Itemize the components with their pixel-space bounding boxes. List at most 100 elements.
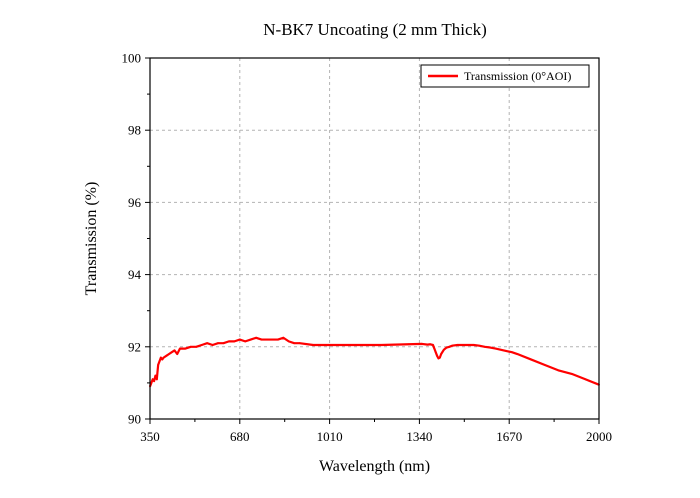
y-tick-label: 100 bbox=[122, 51, 142, 66]
data-point bbox=[478, 344, 481, 347]
data-point bbox=[511, 351, 513, 354]
plot-frame bbox=[149, 57, 600, 420]
data-point bbox=[195, 345, 198, 348]
data-point bbox=[489, 346, 492, 349]
data-point bbox=[244, 340, 247, 343]
data-point bbox=[151, 378, 154, 381]
data-point bbox=[276, 338, 279, 341]
y-tick-label: 96 bbox=[128, 195, 142, 210]
data-point bbox=[271, 338, 274, 341]
data-point bbox=[451, 344, 453, 347]
data-point bbox=[570, 372, 573, 375]
y-tick-label: 94 bbox=[128, 267, 142, 282]
data-point bbox=[366, 344, 369, 346]
y-tick-label: 98 bbox=[128, 123, 141, 138]
data-point bbox=[353, 344, 355, 346]
data-point bbox=[249, 338, 252, 341]
legend: Transmission (0°AOI) bbox=[420, 64, 590, 88]
data-point bbox=[228, 340, 230, 343]
data-point bbox=[502, 349, 505, 352]
data-point bbox=[557, 369, 560, 372]
y-axis-label: Transmission (%) bbox=[83, 182, 100, 296]
data-point bbox=[176, 353, 179, 355]
data-point bbox=[189, 345, 192, 348]
data-point bbox=[217, 342, 219, 345]
data-point bbox=[445, 346, 448, 349]
data-point bbox=[161, 358, 164, 361]
x-tick-label: 1340 bbox=[406, 429, 432, 444]
data-point bbox=[170, 351, 173, 354]
data-point bbox=[421, 343, 424, 345]
data-point bbox=[165, 354, 168, 357]
data-point bbox=[162, 356, 165, 359]
data-point bbox=[168, 353, 170, 355]
data-point bbox=[438, 356, 441, 359]
x-axis: 350 680 1010 1340 1670 2000 bbox=[140, 419, 612, 444]
data-point bbox=[157, 363, 160, 366]
data-point bbox=[394, 343, 396, 346]
data-point bbox=[440, 353, 443, 355]
data-point bbox=[543, 363, 546, 366]
data-point bbox=[222, 342, 225, 345]
data-point bbox=[312, 344, 315, 346]
data-point bbox=[380, 344, 383, 346]
data-point bbox=[260, 338, 263, 341]
data-point bbox=[150, 382, 153, 384]
series-layer bbox=[148, 336, 600, 388]
x-axis-label: Wavelength (nm) bbox=[319, 458, 430, 475]
data-point bbox=[442, 348, 445, 351]
data-point bbox=[433, 347, 436, 350]
data-point bbox=[426, 343, 429, 346]
legend-box bbox=[420, 64, 590, 88]
data-point bbox=[472, 344, 475, 346]
x-tick-label: 350 bbox=[140, 429, 160, 444]
x-tick-label: 680 bbox=[230, 429, 250, 444]
x-tick-label: 2000 bbox=[586, 429, 612, 444]
data-point bbox=[287, 340, 290, 343]
data-point bbox=[434, 351, 437, 354]
data-point bbox=[407, 343, 410, 346]
x-tick-label: 1670 bbox=[496, 429, 522, 444]
data-point bbox=[282, 336, 285, 339]
data-point bbox=[158, 360, 161, 363]
data-point bbox=[456, 344, 459, 346]
data-point bbox=[233, 340, 236, 343]
y-tick-label: 90 bbox=[128, 412, 141, 427]
data-point bbox=[432, 344, 434, 346]
data-point bbox=[200, 344, 203, 346]
data-point bbox=[437, 357, 440, 360]
data-point bbox=[325, 344, 328, 346]
data-point bbox=[211, 344, 214, 346]
data-point bbox=[448, 345, 451, 348]
data-point bbox=[179, 347, 181, 350]
data-point bbox=[206, 342, 209, 345]
data-point bbox=[584, 378, 587, 381]
data-point bbox=[339, 344, 342, 346]
data-point bbox=[184, 347, 187, 350]
data-point bbox=[436, 354, 438, 357]
grid bbox=[150, 58, 599, 419]
x-tick-label: 1010 bbox=[317, 429, 343, 444]
data-point bbox=[483, 345, 486, 348]
series-line-transmission bbox=[148, 336, 600, 387]
data-point bbox=[293, 342, 296, 345]
data-point bbox=[462, 344, 464, 346]
data-point bbox=[154, 374, 157, 377]
y-tick-label: 92 bbox=[128, 339, 141, 354]
data-point bbox=[159, 356, 162, 359]
data-point bbox=[298, 342, 301, 345]
legend-entry: Transmission (0°AOI) bbox=[464, 69, 571, 83]
data-point bbox=[429, 343, 432, 346]
data-point bbox=[494, 347, 497, 350]
data-point bbox=[266, 338, 268, 341]
data-point bbox=[173, 349, 176, 352]
data-point bbox=[153, 380, 155, 382]
data-point bbox=[467, 344, 470, 346]
data-point bbox=[238, 338, 241, 341]
data-point bbox=[155, 378, 158, 381]
chart-title: N-BK7 Uncoating (2 mm Thick) bbox=[263, 20, 486, 39]
y-axis: 90 92 94 96 98 100 bbox=[122, 51, 150, 427]
data-point bbox=[255, 336, 258, 339]
data-point bbox=[530, 358, 532, 361]
